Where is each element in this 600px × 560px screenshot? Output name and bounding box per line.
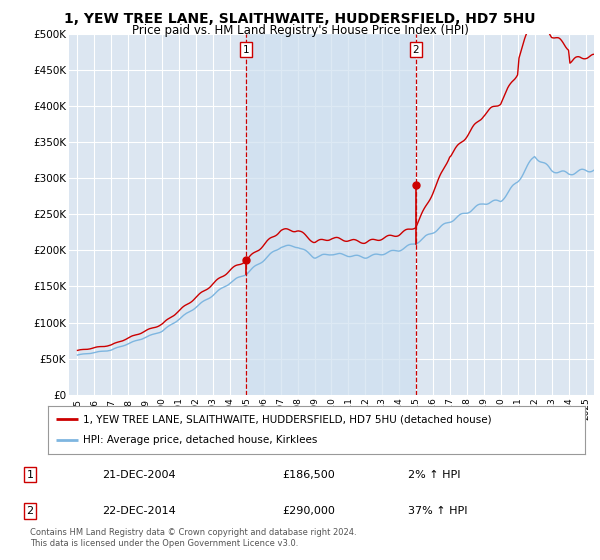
Text: 1, YEW TREE LANE, SLAITHWAITE, HUDDERSFIELD, HD7 5HU: 1, YEW TREE LANE, SLAITHWAITE, HUDDERSFI…: [64, 12, 536, 26]
Text: 1: 1: [26, 470, 34, 479]
Text: 1, YEW TREE LANE, SLAITHWAITE, HUDDERSFIELD, HD7 5HU (detached house): 1, YEW TREE LANE, SLAITHWAITE, HUDDERSFI…: [83, 414, 491, 424]
Text: £290,000: £290,000: [282, 506, 335, 516]
Text: 22-DEC-2014: 22-DEC-2014: [102, 506, 176, 516]
Text: Contains HM Land Registry data © Crown copyright and database right 2024.
This d: Contains HM Land Registry data © Crown c…: [30, 528, 356, 548]
Text: 2: 2: [26, 506, 34, 516]
Text: HPI: Average price, detached house, Kirklees: HPI: Average price, detached house, Kirk…: [83, 435, 317, 445]
Bar: [247, 34, 416, 395]
Text: 37% ↑ HPI: 37% ↑ HPI: [408, 506, 467, 516]
Text: 2% ↑ HPI: 2% ↑ HPI: [408, 470, 461, 479]
Text: 1: 1: [243, 45, 250, 55]
Text: 21-DEC-2004: 21-DEC-2004: [102, 470, 176, 479]
Text: £186,500: £186,500: [282, 470, 335, 479]
Text: 2: 2: [412, 45, 419, 55]
Text: Price paid vs. HM Land Registry's House Price Index (HPI): Price paid vs. HM Land Registry's House …: [131, 24, 469, 36]
